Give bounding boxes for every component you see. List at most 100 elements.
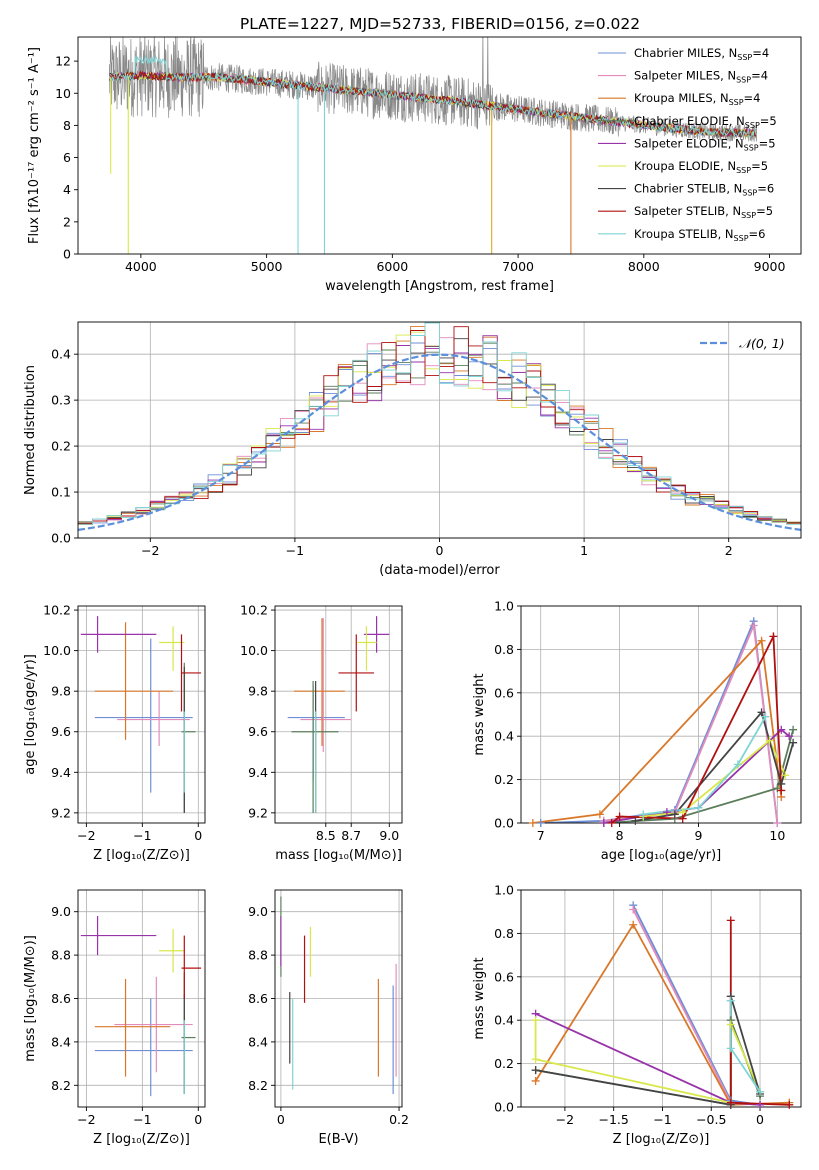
y-tick-label: 8.4: [248, 1034, 268, 1049]
plot-area-age_vs_Z: [80, 616, 202, 813]
panel-age_vs_mass: 8.5 8.7 9.0 9.2 9.4 9.6 9.8 10.0 10.2 mass [log₁₀…: [240, 603, 403, 863]
y-tick-label: 8: [63, 118, 71, 133]
errorbar-point: [181, 662, 196, 813]
y-tick-label: 8.6: [51, 991, 71, 1006]
y-tick-label: 0.2: [51, 439, 71, 454]
mass-weight-marker: [629, 905, 638, 914]
mass-weight-marker: [781, 771, 790, 780]
mass-weight-marker: [777, 725, 786, 734]
errorbar-point: [180, 634, 202, 712]
errorbar-point: [159, 626, 185, 671]
legend-nssp-value: =4: [752, 46, 769, 60]
y-tick-label: 9.2: [248, 805, 268, 820]
errorbar-point: [181, 935, 202, 999]
model-spectrum-line: [108, 54, 757, 139]
errorbar-point: [338, 634, 375, 712]
legend-entry-name: Kroupa ELODIE: [634, 159, 720, 173]
legend-nssp-label: , N: [721, 46, 737, 60]
mass-weight-marker: [757, 708, 766, 717]
legend-nssp-label: , N: [718, 227, 734, 241]
x-tick-label: 2: [725, 543, 733, 558]
x-axis-label: Z [log₁₀(Z/Z⊙)]: [613, 1132, 710, 1147]
y-tick-label: 0.6: [494, 969, 514, 984]
legend-nssp-sub: SSP: [745, 121, 760, 130]
mass-weight-marker: [615, 812, 624, 821]
mass-weight-marker: [599, 819, 608, 827]
panel-spectrum: 4000 5000 6000 7000 8000 9000 0 2 4 6 8 10 12 wavelen…: [27, 36, 802, 294]
normal-reference-curve: [78, 353, 801, 531]
y-axis-label: mass [log₁₀(M/M⊙)]: [23, 935, 38, 1062]
legend-nssp-value: =5: [751, 159, 768, 173]
x-tick-label: −0.5: [696, 1112, 726, 1127]
mass-weight-marker: [785, 1100, 794, 1109]
errorbar-point: [94, 622, 174, 740]
legend-nssp-sub: SSP: [736, 76, 751, 85]
y-tick-label: 10.2: [240, 603, 268, 618]
axes-frame: [77, 36, 802, 255]
errorbar-point: [357, 626, 377, 671]
legend-nssp-sub: SSP: [742, 189, 757, 198]
y-tick-label: 8.2: [51, 1078, 71, 1093]
x-tick-label: 0: [756, 1112, 764, 1127]
y-tick-label: 9.4: [248, 765, 268, 780]
legend-entry-name: Kroupa MILES: [634, 91, 713, 105]
errorbar-point: [94, 978, 171, 1077]
x-tick-label: −1: [286, 543, 304, 558]
y-tick-label: 9.0: [51, 904, 71, 919]
legend-nssp-value: =6: [757, 182, 774, 196]
x-axis-label: wavelength [Angstrom, rest frame]: [325, 279, 554, 294]
legend-nssp-value: =6: [749, 227, 766, 241]
y-axis-label: mass weight: [472, 673, 487, 755]
legend-entry-name: Salpeter ELODIE: [634, 136, 728, 150]
mass-weight-marker: [631, 816, 640, 825]
y-tick-label: 0.8: [494, 926, 514, 941]
errorbar-point: [300, 618, 352, 753]
y-tick-label: 0.0: [51, 531, 71, 546]
mass-weight-marker: [769, 632, 778, 641]
residual-histogram: [78, 322, 801, 525]
y-axis-label: Flux [fλ10⁻¹⁷ erg cm⁻² s⁻¹ A⁻¹]: [27, 47, 42, 244]
y-tick-label: 0.4: [494, 1013, 514, 1028]
y-tick-label: 1.0: [494, 883, 514, 898]
x-tick-label: −1: [653, 1112, 671, 1127]
mass-weight-line: [603, 728, 790, 823]
legend-entry-name: Chabrier MILES: [634, 46, 721, 60]
legend-nssp-label: , N: [720, 159, 736, 173]
errorbar-point: [159, 929, 185, 973]
panel-mass_vs_Z: −2 −1 0 8.2 8.4 8.6 8.8 9.0 Z [log₁₀(Z/Z⊙)] mass …: [23, 889, 206, 1147]
legend-entry: Kroupa STELIB, NSSP=6: [634, 227, 765, 243]
legend-nssp-label: , N: [713, 91, 729, 105]
mass-weight-marker: [670, 810, 679, 819]
x-axis-label: Z [log₁₀(Z/Z⊙)]: [93, 1132, 190, 1147]
mass-weight-marker: [595, 810, 604, 819]
x-tick-label: 9000: [754, 259, 786, 274]
legend-entry: Chabrier STELIB, NSSP=6: [634, 182, 774, 198]
y-axis-label: mass weight: [472, 957, 487, 1039]
y-tick-label: 10.2: [43, 603, 71, 618]
legend-nssp-label: , N: [720, 69, 736, 83]
mass-weight-marker: [639, 810, 648, 819]
panel-mass_weight_vs_Z: −2 −1.5 −1 −0.5 0 0.0 0.2 0.4 0.6 0.8 1.0 Z [log₁₀(…: [472, 883, 802, 1147]
legend-nssp-value: =4: [751, 69, 768, 83]
legend-nssp-value: =4: [744, 91, 761, 105]
y-tick-label: 4: [63, 182, 71, 197]
panel-residuals: −2 −1 0 1 2 0.0 0.1 0.2 0.3 0.4 (data-model)/error…: [23, 321, 802, 578]
mass-weight-marker: [726, 996, 735, 1005]
legend-entry: Salpeter STELIB, NSSP=5: [634, 204, 773, 220]
y-tick-label: 9.2: [51, 805, 71, 820]
y-tick-label: 8.8: [248, 948, 268, 963]
y-tick-label: 0.4: [494, 729, 514, 744]
y-tick-label: 0.2: [494, 1056, 514, 1071]
y-tick-label: 0: [63, 247, 71, 262]
y-tick-label: 9.4: [51, 765, 71, 780]
mass-weight-marker: [726, 1098, 735, 1107]
x-tick-label: 0: [277, 1112, 285, 1127]
y-tick-label: 9.0: [248, 904, 268, 919]
x-tick-label: 10: [769, 828, 785, 843]
x-tick-label: 7: [537, 828, 545, 843]
legend-nssp-label: , N: [726, 182, 742, 196]
x-tick-label: 9: [694, 828, 702, 843]
mass-weight-line: [532, 638, 783, 823]
mass-weight-marker: [726, 916, 735, 925]
